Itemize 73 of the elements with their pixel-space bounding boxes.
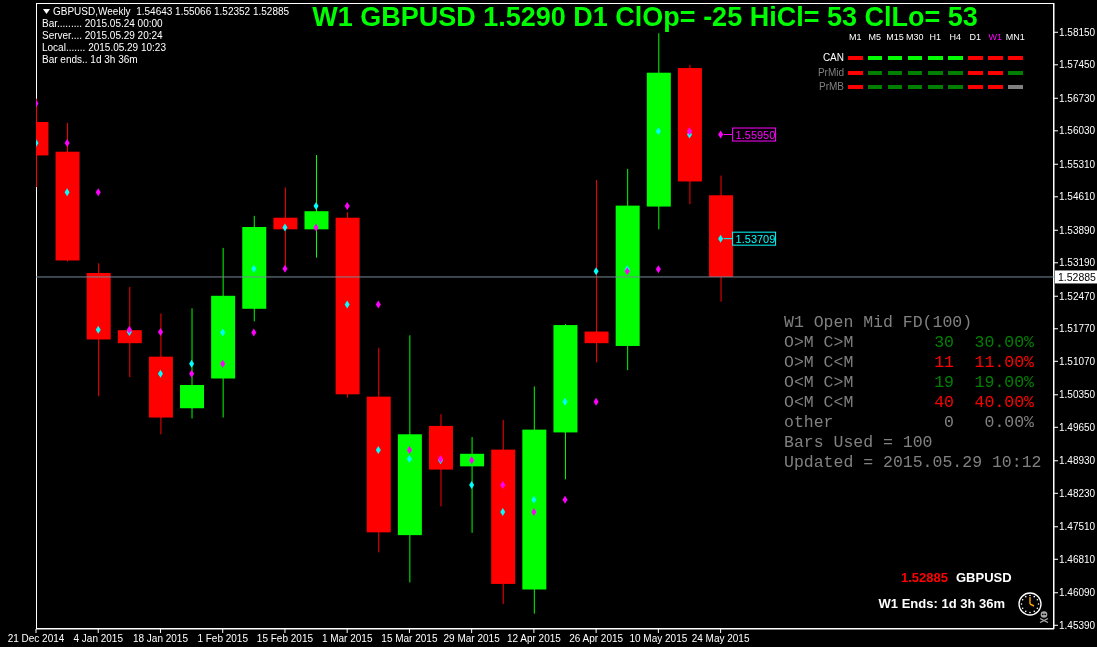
data-label: 1.53709 — [735, 232, 776, 245]
y-tick-label: 1.57450 — [1059, 59, 1096, 71]
y-tick-label: 1.54610 — [1059, 191, 1096, 203]
data-label: 1.55950 — [735, 128, 776, 141]
y-tick-label: 1.50350 — [1059, 389, 1096, 401]
annotation: H4 — [949, 31, 962, 42]
annotation: 11.00% — [974, 352, 1034, 373]
annotation: M1 — [848, 31, 862, 42]
y-tick-label: 1.48230 — [1059, 487, 1096, 499]
annotation: other — [784, 412, 834, 433]
y-tick-label: 1.47510 — [1059, 521, 1096, 533]
x-tick-label: 21 Dec 2014 — [7, 633, 65, 645]
annotation: GBPUSD,Weekly 1.54643 1.55066 1.52352 1.52885 — [53, 5, 290, 18]
annotation: Bar ends.. 1d 3h 36m — [42, 53, 138, 66]
x-tick-label: 15 Feb 2015 — [256, 633, 314, 645]
annotation: Local....... 2015.05.29 10:23 — [42, 41, 166, 54]
annotation: Bars Used = 100 — [784, 432, 933, 453]
annotation: D1 — [969, 31, 982, 42]
annotation: Updated = 2015.05.29 10:12 — [784, 452, 1042, 473]
x-tick-label: 26 Apr 2015 — [569, 633, 624, 645]
annotation: W1 — [988, 31, 1002, 42]
y-tick-label: 1.48930 — [1059, 455, 1096, 467]
y-tick-label: 1.46090 — [1059, 587, 1096, 599]
ref-line-label: 1.52885 — [1058, 270, 1097, 283]
x-tick-label: 10 May 2015 — [629, 633, 688, 645]
x-tick-label: 24 May 2015 — [691, 633, 750, 645]
annotation: O<M C<M — [784, 392, 854, 413]
annotation: 1.52885 — [901, 569, 948, 586]
annotation: Bar......... 2015.05.24 00:00 — [42, 17, 163, 30]
annotation: M5 — [868, 31, 882, 42]
annotation: 0 — [944, 412, 954, 433]
annotation: 40 — [934, 392, 954, 413]
y-tick-label: 1.55310 — [1059, 158, 1096, 170]
annotation: 11 — [934, 352, 954, 373]
annotation: GBPUSD — [956, 569, 1012, 586]
annotation: CAN — [822, 51, 844, 64]
annotation: PrMB — [819, 81, 844, 93]
annotation: 19 — [934, 372, 954, 393]
annotation: 30.00% — [974, 332, 1034, 353]
annotation: O>M C<M — [784, 352, 854, 373]
y-tick-label: 1.58150 — [1059, 26, 1096, 38]
annotation: W1 Open Mid FD(100) — [784, 312, 973, 333]
annotation: O<M C>M — [784, 372, 854, 393]
x-tick-label: 18 Jan 2015 — [132, 633, 189, 645]
y-tick-label: 1.45390 — [1059, 619, 1096, 631]
annotation: Server.... 2015.05.29 20:24 — [42, 29, 163, 42]
annotation: M30 — [906, 31, 924, 42]
annotation: 30 — [934, 332, 954, 353]
annotation: 19.00% — [974, 372, 1034, 393]
y-tick-label: 1.53890 — [1059, 224, 1096, 236]
annotation: 0.00% — [984, 412, 1034, 433]
y-tick-label: 1.51770 — [1059, 323, 1096, 335]
chart-title: W1 GBPUSD 1.5290 D1 ClOp= -25 HiCl= 53 ClLo= 53 — [312, 1, 978, 32]
annotation: PrMid — [817, 66, 844, 79]
y-tick-label: 1.56730 — [1059, 92, 1096, 104]
x-tick-label: 12 Apr 2015 — [506, 633, 562, 645]
x-tick-label: 1 Feb 2015 — [197, 633, 249, 645]
annotation: 40.00% — [974, 392, 1034, 413]
y-tick-label: 1.52470 — [1059, 290, 1096, 302]
y-tick-label: 1.53190 — [1059, 257, 1096, 269]
y-tick-label: 1.51070 — [1059, 355, 1096, 367]
annotation: M15 — [886, 31, 904, 42]
x-tick-label: 4 Jan 2015 — [73, 633, 124, 645]
annotation: MN1 — [1005, 31, 1025, 42]
annotation: H1 — [929, 31, 942, 42]
y-tick-label: 1.49650 — [1059, 421, 1096, 433]
x-tick-label: 15 Mar 2015 — [381, 633, 438, 645]
x-tick-label: 1 Mar 2015 — [321, 633, 373, 645]
y-tick-label: 1.56030 — [1059, 125, 1096, 137]
y-tick-label: 1.46810 — [1059, 553, 1096, 565]
x-tick-label: 29 Mar 2015 — [443, 633, 501, 645]
annotation: O>M C>M — [784, 332, 854, 353]
annotation: W1 Ends: 1d 3h 36m — [878, 595, 1005, 612]
